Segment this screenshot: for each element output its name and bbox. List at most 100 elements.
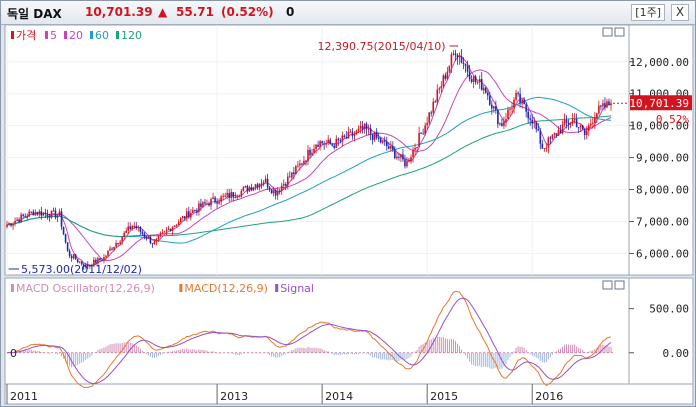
candle-body — [14, 221, 16, 224]
candle-body — [321, 141, 323, 144]
candle-body — [410, 157, 412, 162]
candle-body — [133, 225, 136, 227]
candle-body — [303, 160, 305, 165]
candle-body — [480, 79, 483, 91]
candle-body — [592, 122, 594, 124]
header-bar: 독일 DAX 10,701.39 ▲ 55.71 (0.52%) 0 [1주] … — [1, 1, 695, 25]
candle-body — [218, 201, 220, 204]
candle-body — [361, 126, 364, 130]
candle-body — [416, 146, 418, 148]
candle-body — [402, 154, 404, 160]
candle-body — [579, 125, 582, 128]
price-tick-label: 8,000.00 — [636, 184, 689, 197]
candle-body — [179, 218, 182, 222]
candle-body — [260, 183, 263, 185]
candle-body — [394, 149, 396, 159]
candle-body — [38, 211, 41, 215]
macd-maximize-icon[interactable] — [602, 280, 613, 290]
candle-body — [390, 146, 392, 149]
candle-body — [339, 140, 342, 142]
candle-body — [436, 89, 439, 102]
restore-icon[interactable] — [614, 27, 625, 37]
candle-body — [406, 160, 408, 167]
candle-body — [254, 184, 257, 188]
price-change: 55.71 — [176, 5, 214, 19]
candle-body — [246, 186, 249, 192]
candle-body — [547, 137, 550, 148]
candle-body — [62, 226, 65, 235]
candlesticks — [6, 48, 612, 270]
candle-body — [581, 125, 584, 130]
candle-body — [139, 226, 142, 232]
macd-axis-panel — [628, 277, 694, 385]
candle-body — [379, 138, 382, 143]
index-name: 독일 DAX — [7, 7, 62, 21]
candle-body — [198, 203, 200, 213]
candle-body — [325, 143, 327, 145]
candle-body — [93, 259, 95, 267]
candle-body — [32, 211, 35, 216]
candle-body — [173, 225, 176, 228]
candle-body — [76, 259, 79, 263]
candle-body — [527, 111, 529, 119]
candle-body — [10, 223, 12, 226]
candle-body — [472, 76, 475, 82]
candle-body — [34, 212, 37, 216]
candle-body — [567, 122, 570, 125]
candle-body — [446, 71, 449, 79]
candle-body — [503, 121, 505, 126]
candle-body — [97, 258, 99, 264]
candle-body — [147, 236, 150, 239]
macd-legend-label: MACD(12,26,9) — [184, 282, 268, 295]
candle-body — [563, 119, 566, 125]
candle-body — [153, 241, 156, 245]
candle-body — [8, 223, 10, 225]
candle-body — [531, 119, 534, 124]
candle-body — [66, 242, 69, 251]
candle-body — [363, 123, 366, 130]
candle-body — [84, 264, 87, 267]
macd-restore-icon[interactable] — [614, 280, 625, 290]
candle-body — [185, 211, 188, 219]
candle-body — [428, 112, 430, 123]
candle-body — [220, 196, 222, 202]
candle-body — [266, 178, 269, 188]
candle-body — [438, 88, 441, 90]
candle-body — [392, 146, 394, 150]
candle-body — [464, 63, 467, 66]
period-button[interactable]: [1주] — [631, 4, 665, 21]
candle-body — [513, 99, 515, 109]
candle-body — [12, 223, 14, 226]
candle-body — [129, 226, 132, 230]
close-button[interactable]: X — [671, 4, 689, 21]
candle-body — [474, 76, 477, 83]
candle-body — [319, 141, 321, 147]
candle-body — [511, 108, 513, 110]
candle-body — [105, 255, 107, 258]
maximize-icon[interactable] — [602, 27, 613, 37]
candle-body — [291, 172, 293, 178]
price-tick-label: 9,000.00 — [636, 152, 689, 165]
candle-body — [434, 101, 437, 103]
candle-body — [444, 75, 447, 79]
candle-body — [149, 236, 152, 244]
candle-body — [329, 139, 332, 145]
price-tick-label: 7,000.00 — [636, 215, 689, 228]
candle-body — [525, 104, 527, 112]
candle-body — [317, 144, 319, 147]
candle-body — [377, 137, 380, 139]
candle-body — [460, 56, 463, 63]
candle-body — [432, 101, 435, 113]
candle-body — [46, 213, 49, 217]
candle-body — [157, 235, 160, 239]
candle-body — [351, 131, 354, 136]
candle-body — [507, 109, 509, 120]
candle-body — [135, 225, 138, 229]
candle-body — [470, 78, 473, 82]
candle-body — [228, 193, 231, 198]
candle-body — [26, 216, 29, 218]
candle-body — [159, 234, 162, 236]
legend-label: 가격 — [16, 29, 36, 42]
candle-body — [541, 143, 544, 149]
